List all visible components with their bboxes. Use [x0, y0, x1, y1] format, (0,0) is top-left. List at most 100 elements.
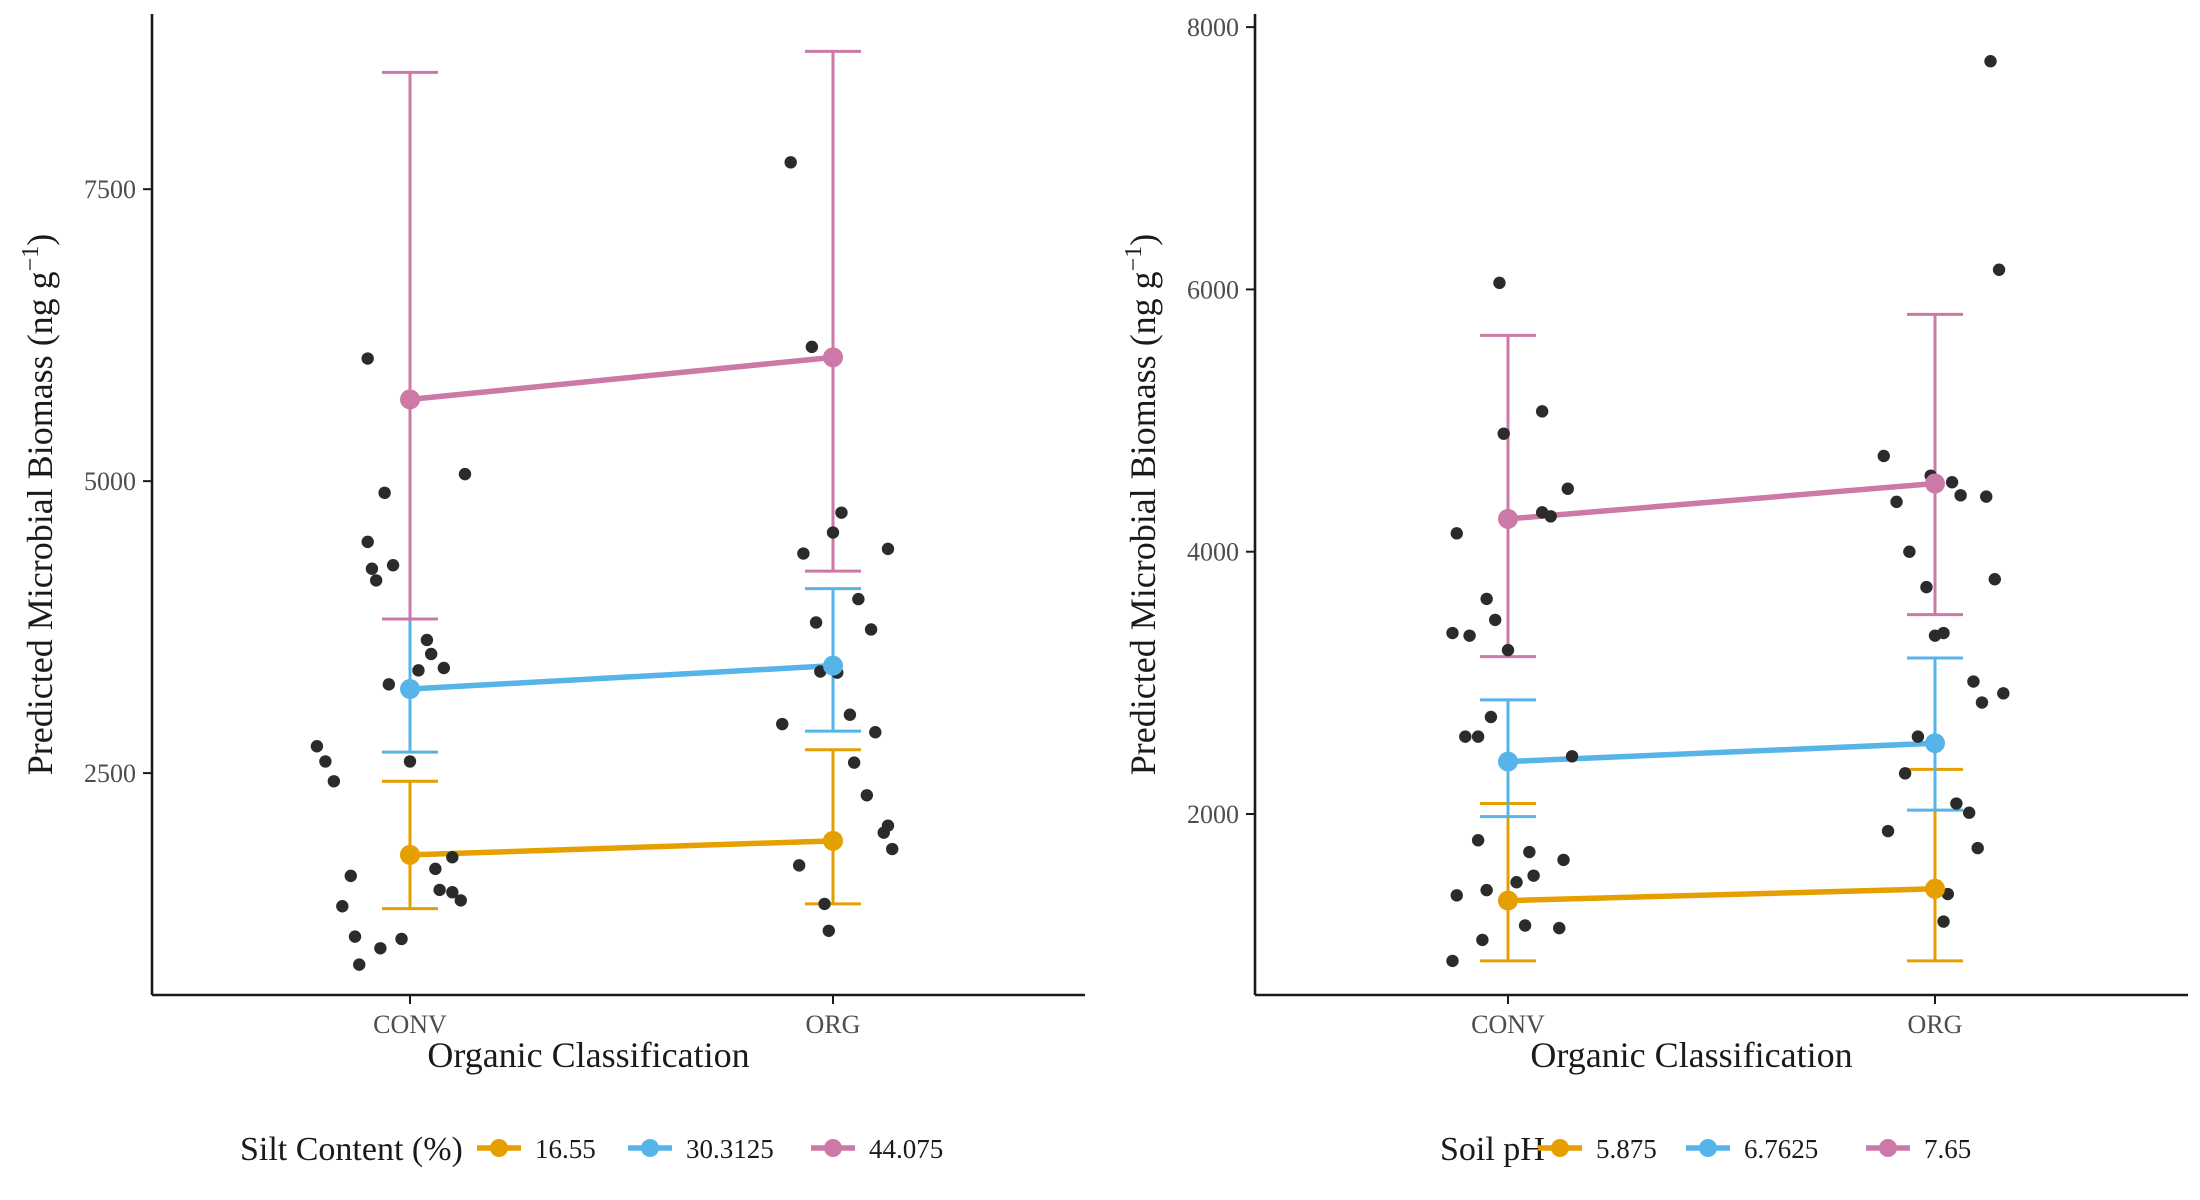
- legend-key-point: [1879, 1139, 1897, 1157]
- raw-data-point: [348, 930, 362, 943]
- raw-data-point: [374, 942, 387, 955]
- raw-data-point: [1971, 841, 1984, 855]
- raw-data-point: [1535, 405, 1549, 418]
- raw-data-point: [1501, 643, 1515, 657]
- legend-label: 5.875: [1596, 1134, 1657, 1164]
- raw-data-point: [336, 900, 349, 913]
- raw-data-point: [843, 708, 857, 721]
- raw-data-point: [1450, 527, 1463, 540]
- raw-data-point: [429, 862, 442, 876]
- y-axis-title-close: ): [1123, 234, 1163, 246]
- raw-data-point: [1459, 730, 1472, 743]
- right-chart-panel: 2000 4000 6000 8000 CONV ORG Organic Classific…: [1121, 13, 2188, 1168]
- y-tick-label: 4000: [1187, 538, 1239, 567]
- series-6-7625: [1480, 656, 1963, 819]
- raw-points: [1446, 55, 2010, 968]
- raw-data-point: [1471, 834, 1485, 847]
- raw-data-point: [395, 932, 408, 946]
- raw-data-point: [1527, 869, 1540, 882]
- raw-data-point: [818, 897, 831, 911]
- raw-data-point: [792, 859, 806, 872]
- raw-data-point: [378, 486, 391, 500]
- predicted-mean-point: [1925, 878, 1945, 899]
- x-axis-title: Organic Classification: [427, 1035, 749, 1075]
- raw-data-point: [433, 883, 446, 897]
- left-chart-panel: 2500 5000 7500 CONV ORG Organic Classificatio…: [18, 14, 1085, 1168]
- raw-data-point: [344, 869, 357, 883]
- raw-data-point: [864, 623, 878, 636]
- predicted-mean-point: [823, 830, 843, 851]
- legend: Soil pH 5.875 6.7625 7.65: [1440, 1131, 1971, 1168]
- raw-data-point: [784, 156, 797, 169]
- raw-data-point: [1911, 730, 1925, 743]
- raw-data-point: [1463, 629, 1476, 642]
- raw-data-point: [835, 506, 848, 519]
- raw-data-point: [1471, 730, 1485, 743]
- predicted-mean-point: [823, 655, 843, 676]
- y-axis-title-close: ): [20, 234, 60, 246]
- predicted-mean-point: [1498, 751, 1518, 772]
- legend-key-point: [1699, 1139, 1717, 1157]
- legend-title: Silt Content (%): [240, 1131, 463, 1168]
- raw-data-point: [809, 616, 823, 629]
- raw-data-point: [881, 542, 895, 556]
- raw-data-point: [776, 717, 789, 731]
- raw-data-point: [1510, 876, 1523, 889]
- raw-data-point: [1446, 626, 1459, 640]
- predicted-mean-point: [400, 389, 420, 410]
- raw-data-point: [1984, 55, 1997, 68]
- raw-data-point: [1493, 276, 1506, 290]
- series-line: [1507, 480, 1936, 522]
- raw-data-point: [1557, 853, 1570, 867]
- raw-data-point: [1553, 921, 1566, 935]
- raw-data-point: [1450, 889, 1463, 902]
- x-tick-label: CONV: [373, 1010, 447, 1039]
- legend: Silt Content (%) 16.55 30.3125 44.075: [240, 1131, 943, 1168]
- raw-data-point: [1975, 696, 1989, 709]
- y-tick-label: 7500: [84, 175, 136, 204]
- y-axis-title-text: Predicted Microbial Biomass (ng g: [1123, 271, 1163, 775]
- legend-label: 16.55: [535, 1134, 596, 1164]
- x-tick-label: ORG: [1908, 1010, 1963, 1039]
- raw-data-point: [446, 850, 459, 864]
- legend-key-point: [490, 1139, 508, 1157]
- raw-data-point: [1881, 824, 1895, 838]
- y-tick-label: 2000: [1187, 800, 1239, 829]
- y-tick-label: 6000: [1187, 275, 1239, 304]
- raw-data-point: [403, 755, 417, 768]
- raw-data-point: [1898, 767, 1912, 780]
- raw-data-point: [365, 562, 379, 575]
- series-line: [409, 354, 834, 403]
- raw-data-point: [1523, 845, 1536, 859]
- raw-data-point: [1484, 710, 1498, 724]
- raw-data-point: [1488, 613, 1502, 627]
- raw-data-point: [881, 819, 895, 832]
- legend-title: Soil pH: [1440, 1131, 1545, 1168]
- series-line: [409, 838, 834, 858]
- raw-data-point: [886, 842, 899, 856]
- raw-data-point: [319, 755, 332, 768]
- raw-data-point: [1945, 476, 1959, 489]
- raw-data-point: [1476, 933, 1489, 947]
- raw-data-point: [361, 352, 374, 365]
- raw-data-point: [386, 559, 400, 572]
- raw-data-point: [1480, 883, 1493, 897]
- raw-data-point: [1544, 510, 1557, 523]
- legend-label: 6.7625: [1744, 1134, 1818, 1164]
- predicted-mean-point: [1925, 473, 1945, 494]
- predicted-mean-point: [823, 347, 843, 368]
- raw-data-point: [1497, 427, 1510, 440]
- series-line: [1507, 886, 1936, 904]
- predicted-mean-point: [1498, 508, 1518, 529]
- raw-data-point: [1937, 915, 1950, 928]
- y-tick-label: 5000: [84, 467, 136, 496]
- y-tick-label: 8000: [1187, 13, 1239, 42]
- raw-data-point: [1903, 545, 1916, 558]
- raw-data-point: [1518, 919, 1532, 932]
- raw-data-point: [420, 633, 434, 647]
- raw-data-point: [1988, 573, 2001, 586]
- x-axis-title: Organic Classification: [1530, 1035, 1852, 1075]
- raw-data-point: [454, 894, 467, 907]
- y-axis-title: Predicted Microbial Biomass (ng g−1): [1121, 234, 1163, 775]
- raw-data-point: [1565, 750, 1579, 763]
